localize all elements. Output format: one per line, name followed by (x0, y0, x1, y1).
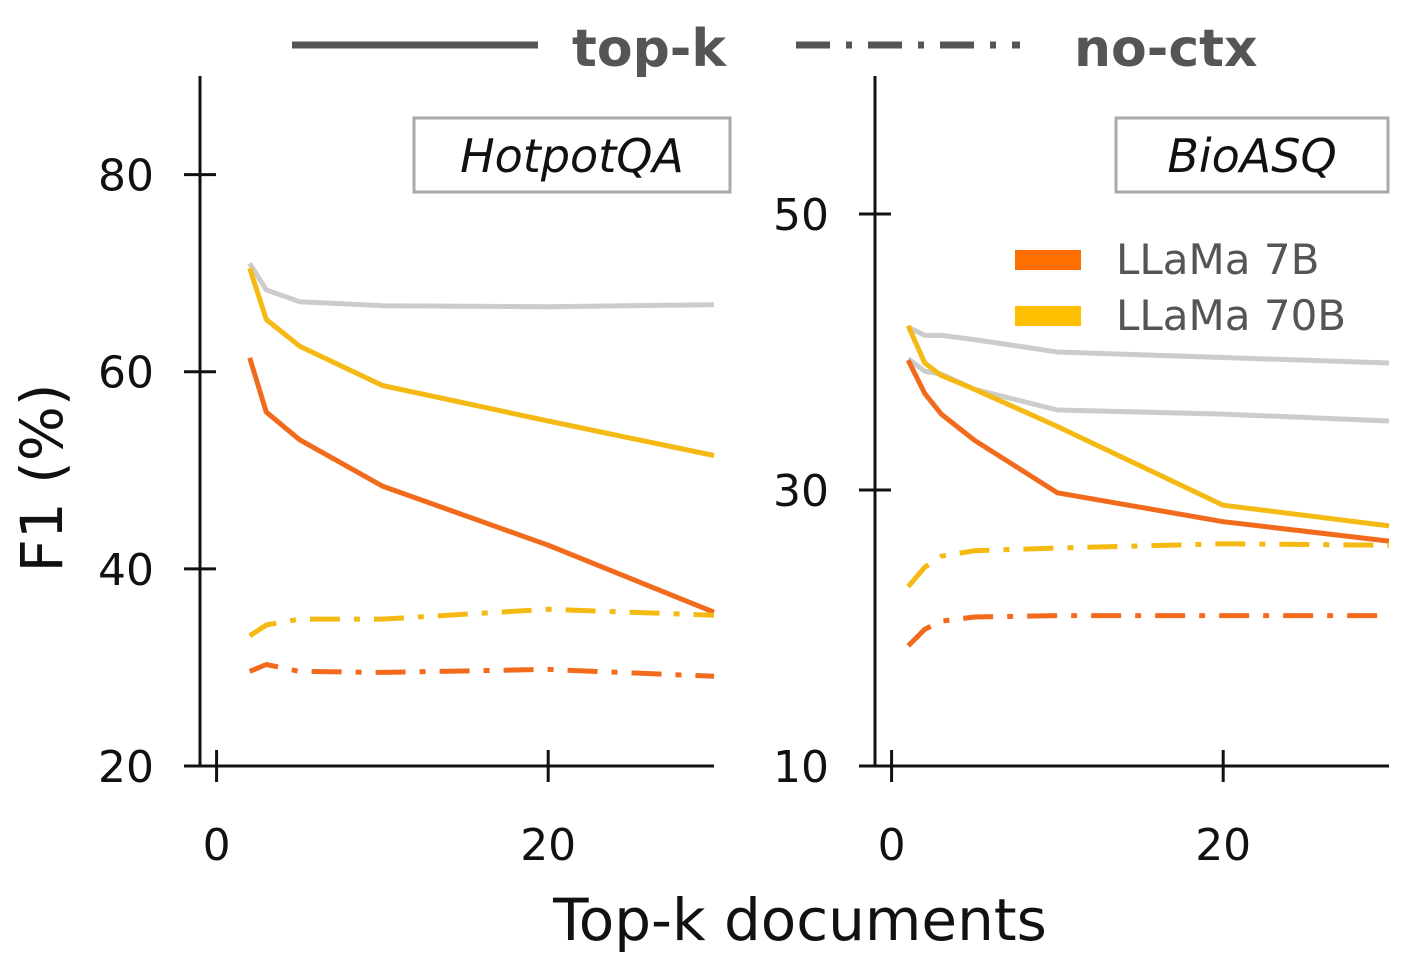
series-line-bioasq-no-ctx-llama-7b-5 (908, 616, 1389, 646)
legend-label-llama-70b: LLaMa 70B (1116, 291, 1346, 340)
x-axis-title: Top-k documents (552, 886, 1047, 954)
series-line-hotpotqa-top-k-llama-7b-2 (250, 358, 714, 612)
series-line-hotpotqa-top-k-gray-0 (250, 263, 714, 306)
panel-title-bioasq: BioASQ (1167, 129, 1336, 183)
panel-title-box-bioasq: BioASQ (1116, 118, 1388, 192)
panel-hotpotqa: 20 40 60 80 0 20 HotpotQA (98, 76, 730, 871)
y-tick-label-hotpotqa-80: 80 (98, 151, 154, 202)
legend-swatch-llama-7b (1015, 250, 1081, 270)
series-line-hotpotqa-top-k-llama-70b-1 (250, 268, 714, 455)
x-tick-label-bioasq-20: 20 (1195, 820, 1251, 871)
x-tick-label-hotpotqa-20: 20 (520, 820, 576, 871)
legend-top-k-label: top-k (572, 19, 727, 79)
panel-bioasq: 10 30 50 0 20 BioASQ LLaMa 7B LLaMa 70B (773, 76, 1389, 871)
legend-label-llama-7b: LLaMa 7B (1116, 235, 1319, 284)
panel-title-box-hotpotqa: HotpotQA (414, 118, 730, 192)
series-line-hotpotqa-no-ctx-llama-70b-3 (250, 609, 714, 636)
model-legend: LLaMa 7B LLaMa 70B (1015, 235, 1346, 340)
series-line-bioasq-top-k-llama-7b-3 (908, 360, 1389, 541)
legend-swatch-llama-70b (1015, 306, 1081, 326)
y-tick-label-hotpotqa-40: 40 (98, 545, 154, 596)
y-tick-label-bioasq-50: 50 (773, 190, 829, 241)
series-line-bioasq-no-ctx-llama-70b-4 (908, 544, 1389, 587)
y-tick-label-hotpotqa-60: 60 (98, 348, 154, 399)
x-tick-label-hotpotqa-0: 0 (203, 820, 231, 871)
series-line-hotpotqa-no-ctx-llama-7b-4 (250, 665, 714, 677)
panel-title-hotpotqa: HotpotQA (460, 129, 684, 183)
top-legend: top-k no-ctx (292, 19, 1258, 79)
y-tick-label-hotpotqa-20: 20 (98, 742, 154, 793)
y-axis-title: F1 (%) (8, 383, 76, 572)
legend-no-ctx-label: no-ctx (1074, 19, 1258, 79)
y-tick-label-bioasq-30: 30 (773, 466, 829, 517)
x-tick-label-bioasq-0: 0 (878, 820, 906, 871)
y-tick-label-bioasq-10: 10 (773, 742, 829, 793)
